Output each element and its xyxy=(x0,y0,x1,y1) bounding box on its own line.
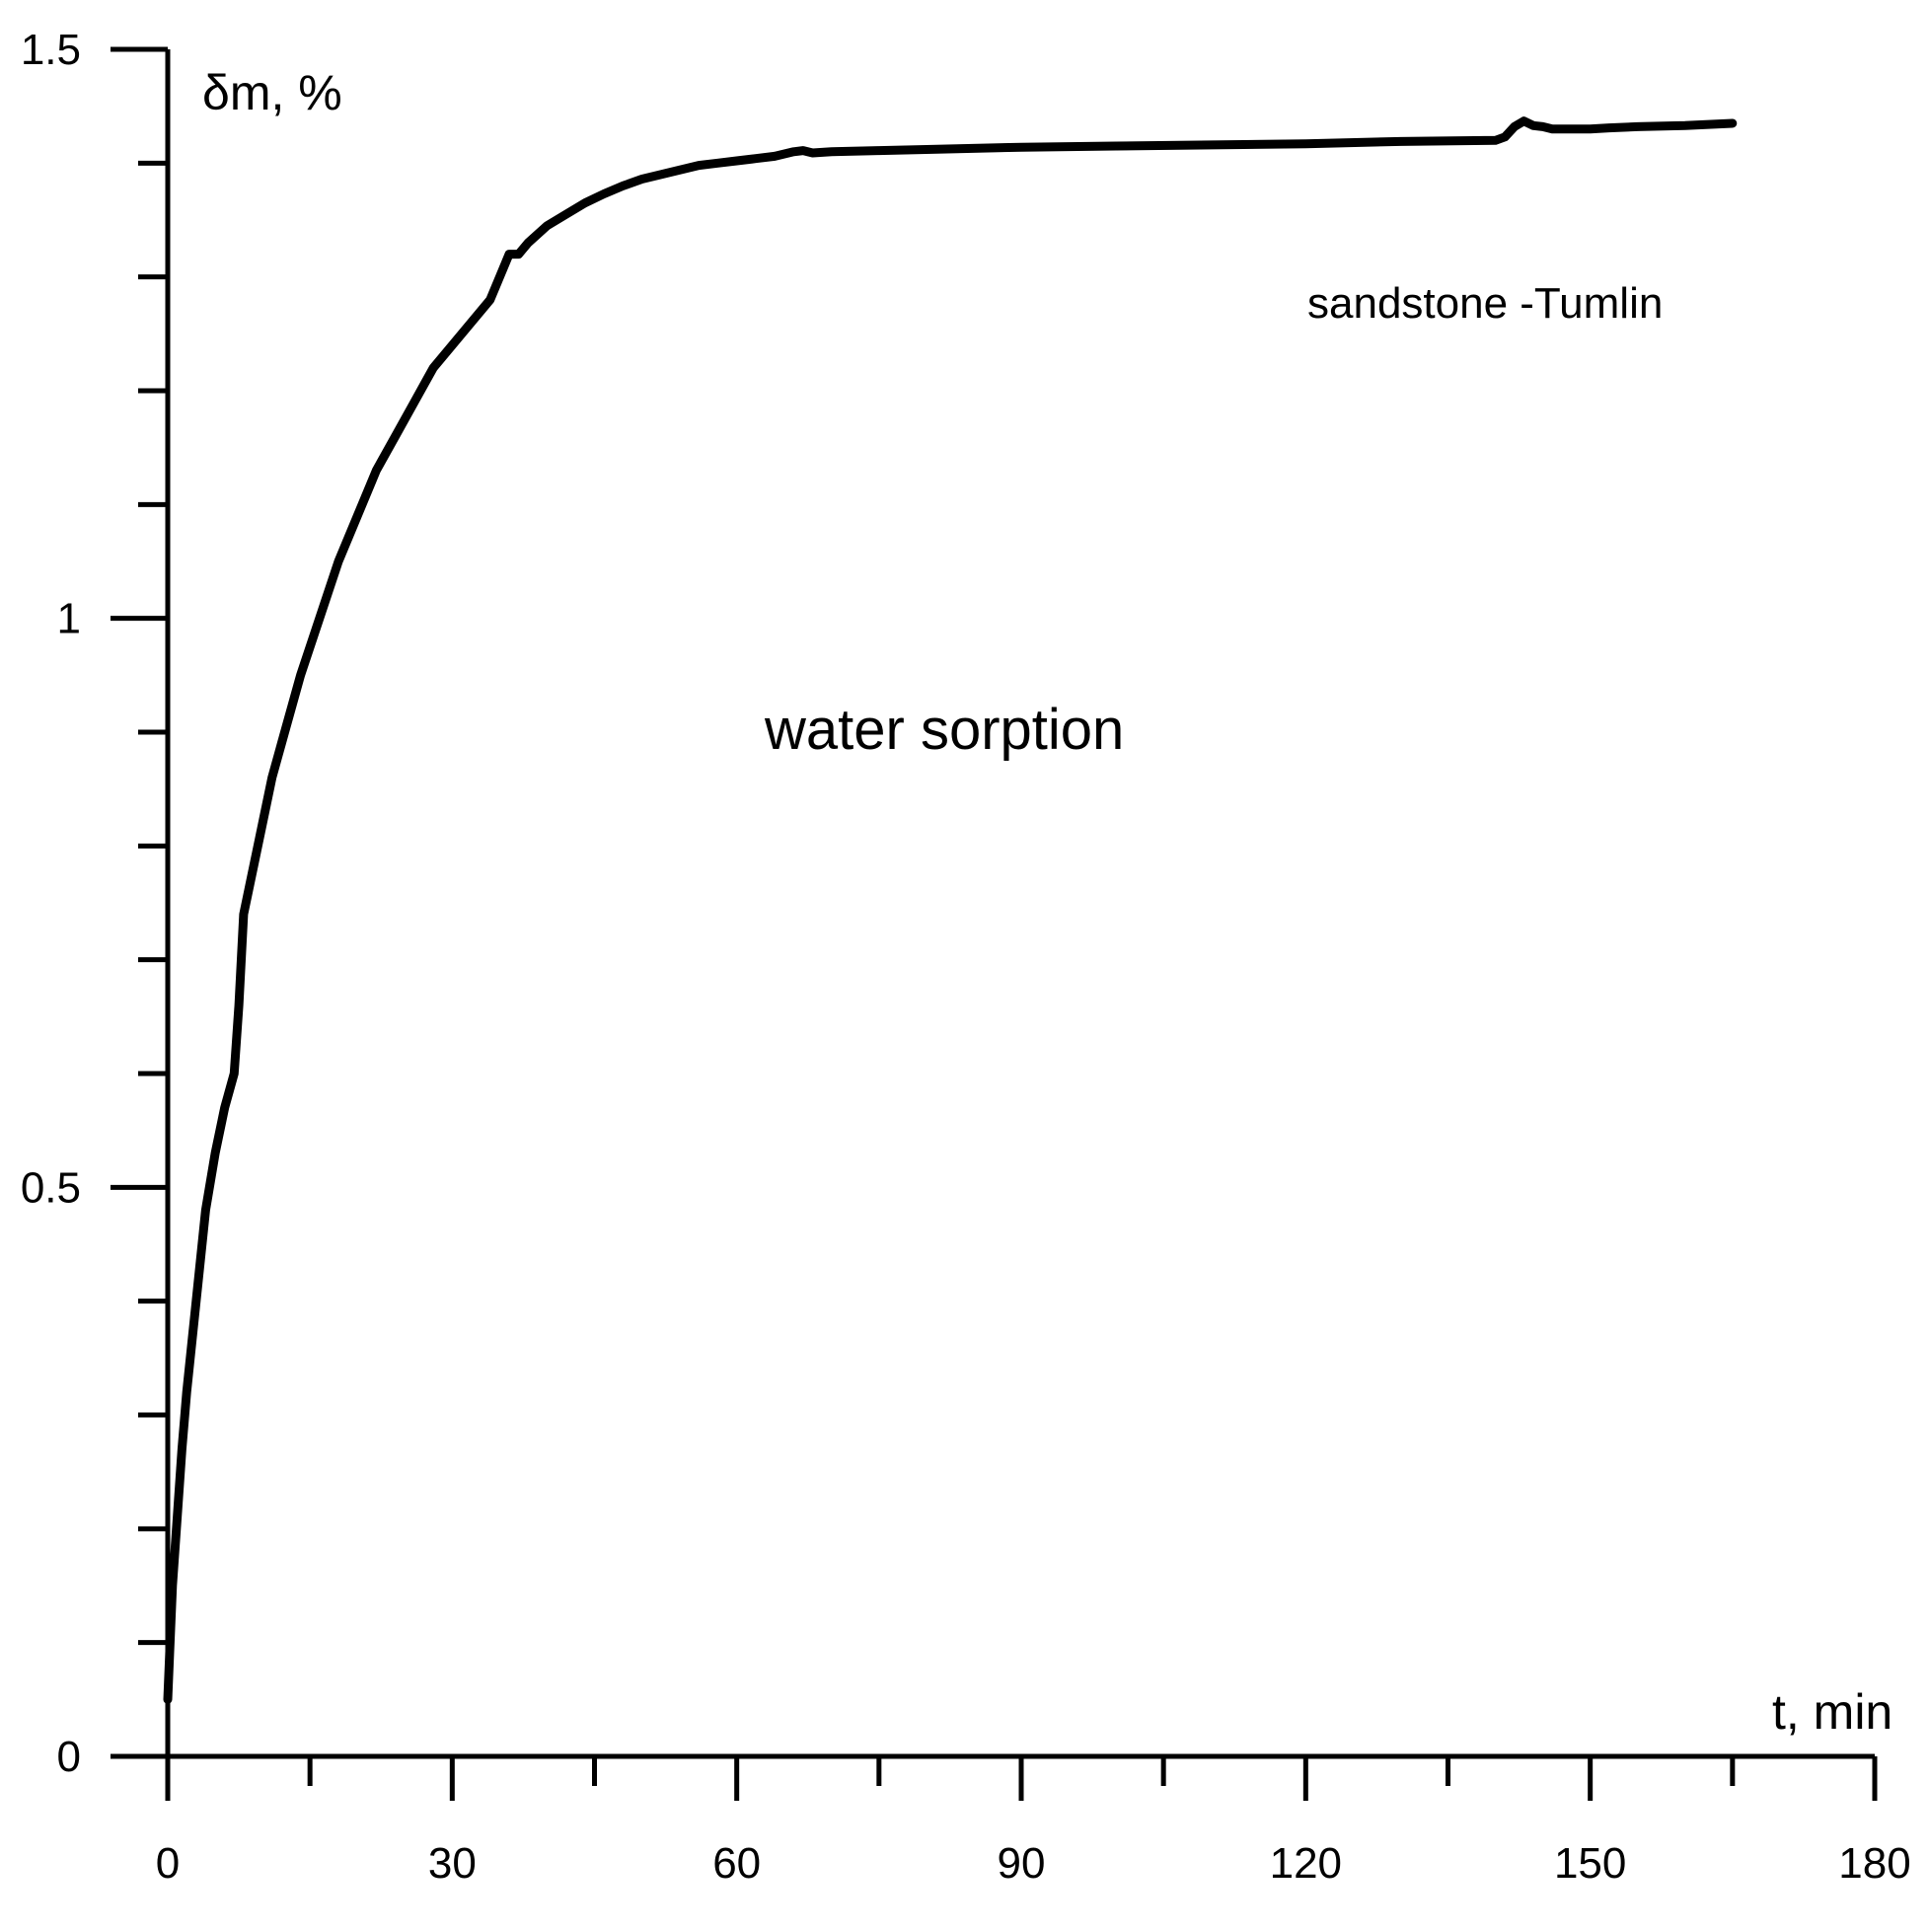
x-tick-label: 60 xyxy=(712,1839,761,1888)
axes xyxy=(111,49,1875,1759)
x-tick-label: 90 xyxy=(998,1839,1046,1888)
y-tick-label: 1 xyxy=(57,595,81,643)
x-tick-label: 150 xyxy=(1554,1839,1626,1888)
series-line-0 xyxy=(163,116,1738,1704)
x-axis-label: t, min xyxy=(1772,1684,1892,1740)
x-tick-label: 180 xyxy=(1838,1839,1910,1888)
x-tick-label: 30 xyxy=(428,1839,477,1888)
series-layer xyxy=(163,116,1738,1704)
y-tick-label: 0.5 xyxy=(21,1163,81,1212)
annotation-sandstone-tumlin: sandstone -Tumlin xyxy=(1307,279,1663,328)
x-tick-label: 120 xyxy=(1270,1839,1342,1888)
y-tick-label: 1.5 xyxy=(21,26,81,74)
y-axis-label: δm, % xyxy=(202,65,342,120)
annotation-water-sorption: water sorption xyxy=(764,698,1124,762)
ticks: 0 30 60 90 120 150 180 0 0.5 1 1.5 xyxy=(21,26,1911,1888)
y-tick-label: 0 xyxy=(57,1733,81,1781)
x-tick-label: 0 xyxy=(156,1839,180,1888)
